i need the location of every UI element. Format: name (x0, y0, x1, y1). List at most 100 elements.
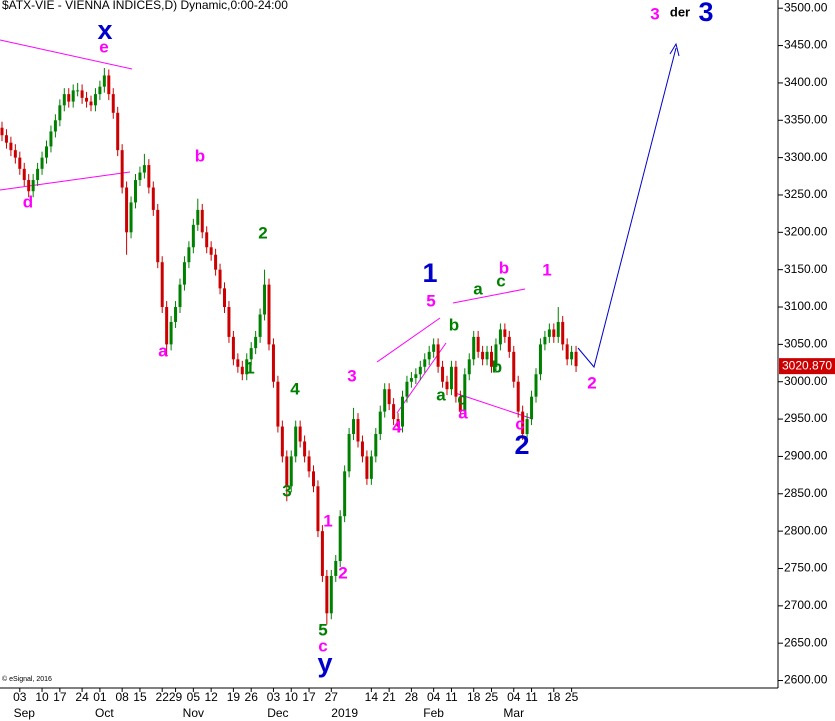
x-tick-label: 19 (227, 690, 241, 704)
wave-label: 3 (650, 4, 659, 23)
wave-label: 1 (245, 358, 254, 377)
wave-label: b (449, 315, 459, 334)
wave-label: 3 (282, 481, 291, 500)
wave-label: d (23, 192, 33, 211)
x-tick-label: 10 (285, 690, 299, 704)
month-label: 2019 (331, 706, 358, 720)
wave-label: 1 (542, 260, 551, 279)
wave-label: b (499, 258, 509, 277)
wave-label: c (318, 636, 327, 655)
y-tick-label: 3000.00 (784, 374, 828, 388)
y-tick-label: 2650.00 (784, 635, 828, 649)
trendline (452, 288, 526, 304)
x-tick-label: 28 (405, 690, 419, 704)
wave-label: 3 (698, 0, 713, 27)
wave-label: b (195, 146, 205, 165)
wave-label: 2 (587, 373, 596, 392)
x-tick-label: 29 (169, 690, 183, 704)
wave-label: a (158, 341, 168, 360)
wave-label: c (515, 414, 524, 433)
y-tick-label: 3350.00 (784, 112, 828, 126)
trendline (0, 171, 131, 191)
x-tick-label: 14 (365, 690, 379, 704)
y-tick-label: 3250.00 (784, 187, 828, 201)
wave-label: 4 (290, 379, 300, 398)
wave-label: 2 (338, 563, 347, 582)
y-tick-label: 3300.00 (784, 150, 828, 164)
month-label: Feb (423, 706, 444, 720)
y-tick-label: 3100.00 (784, 299, 828, 313)
month-label: Nov (183, 706, 204, 720)
y-tick-label: 2600.00 (784, 673, 828, 687)
wave-label: 5 (318, 620, 327, 639)
x-tick-label: 15 (133, 690, 147, 704)
x-tick-label: 18 (467, 690, 481, 704)
trendline (454, 392, 534, 420)
wave-label: 5 (426, 291, 435, 310)
x-tick-label: 01 (93, 690, 107, 704)
wave-label: c (496, 271, 505, 290)
y-tick-label: 3050.00 (784, 337, 828, 351)
wave-label: x (97, 15, 112, 45)
trendlines (0, 39, 534, 420)
wave-label: 4 (392, 417, 402, 436)
wave-label: a (436, 385, 446, 404)
x-tick-label: 24 (75, 690, 89, 704)
month-label: Mar (503, 706, 524, 720)
x-tick-label: 22 (156, 690, 170, 704)
x-tick-label: 05 (187, 690, 201, 704)
wave-label: 2 (258, 223, 267, 242)
y-tick-label: 2750.00 (784, 561, 828, 575)
x-tick-label: 10 (35, 690, 49, 704)
y-tick-label: 2850.00 (784, 486, 828, 500)
x-tick-label: 21 (382, 690, 396, 704)
x-tick-label: 26 (245, 690, 259, 704)
wave-label: 1 (422, 258, 437, 288)
x-tick-label: 04 (507, 690, 521, 704)
x-tick-label: 18 (547, 690, 561, 704)
wave-label: b (492, 357, 502, 376)
x-tick-label: 25 (485, 690, 499, 704)
wave-label: a (458, 403, 468, 422)
y-tick-label: 3400.00 (784, 75, 828, 89)
arrow-head (669, 42, 680, 57)
last-price-label: 3020.870 (782, 358, 832, 372)
y-tick-label: 3200.00 (784, 224, 828, 238)
wave-label: 3 (347, 366, 356, 385)
x-tick-label: 27 (325, 690, 339, 704)
trendline (0, 39, 133, 70)
wave-label: a (473, 279, 483, 298)
y-tick-label: 3500.00 (784, 0, 828, 14)
last-price-box (779, 358, 835, 375)
wave-label: 2 (514, 430, 529, 460)
wave-label: 1 (323, 511, 332, 530)
y-tick-label: 2800.00 (784, 523, 828, 537)
x-tick-label: 25 (565, 690, 579, 704)
y-tick-label: 2700.00 (784, 598, 828, 612)
y-tick-label: 3150.00 (784, 262, 828, 276)
x-tick-label: 11 (525, 690, 538, 704)
credit: © eSignal, 2016 (2, 675, 52, 683)
y-tick-label: 2900.00 (784, 449, 828, 463)
x-tick-label: 17 (53, 690, 67, 704)
month-label: Dec (267, 706, 288, 720)
x-tick-label: 12 (204, 690, 218, 704)
x-tick-label: 03 (267, 690, 281, 704)
wave-label: der (670, 4, 690, 19)
x-tick-label: 03 (13, 690, 27, 704)
x-tick-label: 11 (445, 690, 458, 704)
wave-label: y (317, 648, 332, 678)
y-tick-label: 3450.00 (784, 38, 828, 52)
x-tick-label: 04 (427, 690, 441, 704)
x-tick-label: 17 (302, 690, 316, 704)
month-label: Sep (14, 706, 36, 720)
y-tick-label: 2950.00 (784, 411, 828, 425)
projection-arrow (577, 47, 677, 369)
wave-label: c (457, 389, 466, 408)
month-label: Oct (95, 706, 114, 720)
wave-label: e (99, 37, 108, 56)
chart-title: $ATX-VIE - VIENNA INDICES,D) Dynamic,0:0… (2, 0, 288, 12)
trendline (376, 317, 441, 363)
